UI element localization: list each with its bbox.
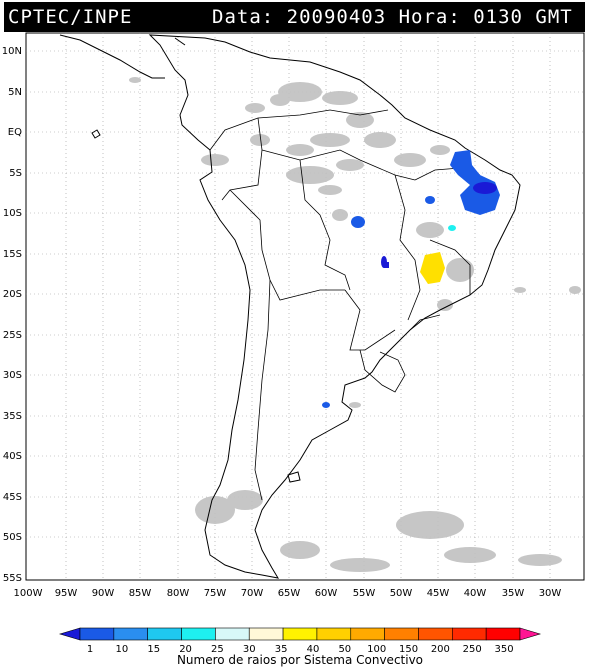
system-ne-brazil: [450, 150, 500, 215]
colorbar-segment: [350, 627, 385, 641]
system-ne-brazil-core: [473, 182, 497, 194]
lon-label: 80W: [167, 588, 190, 599]
lat-label: 25S: [3, 330, 22, 341]
colorbar-segment: [485, 627, 521, 641]
colorbar-label: 10: [115, 644, 128, 655]
lat-label: 5N: [8, 87, 22, 98]
colorbar-label: 25: [211, 644, 224, 655]
colorbar-segment: [58, 627, 81, 641]
colorbar-label: 15: [147, 644, 160, 655]
colorbar-segment: [418, 627, 453, 641]
convective-systems: [322, 150, 500, 408]
system-central-brazil: [420, 252, 445, 284]
lat-label: 45S: [3, 492, 22, 503]
lon-label: 45W: [427, 588, 450, 599]
colorbar-label: 30: [243, 644, 256, 655]
grid-lines: [26, 33, 584, 580]
lat-label: 10S: [3, 208, 22, 219]
map-frame: [25, 32, 585, 581]
lat-label: 40S: [3, 451, 22, 462]
lon-label: 70W: [241, 588, 264, 599]
lon-label: 30W: [539, 588, 562, 599]
lon-label: 40W: [464, 588, 487, 599]
system-bahia: [448, 225, 456, 231]
system-argentina: [322, 402, 330, 408]
lat-label: 30S: [3, 370, 22, 381]
lat-label: 55S: [3, 573, 22, 584]
colorbar-segment: [215, 627, 250, 641]
legend-labels: 1 10 15 20 25 30 35 40 50 100 150 200 250 350: [87, 644, 514, 655]
lat-label: 15S: [3, 249, 22, 260]
date-time-label: Data: 20090403 Hora: 0130 GMT: [212, 6, 573, 28]
colorbar-segment: [316, 627, 352, 641]
lon-label: 90W: [92, 588, 115, 599]
system-mato-grosso: [351, 216, 365, 228]
colorbar-label: 40: [307, 644, 320, 655]
latitude-labels: 10N 5N EQ 5S 10S 15S 20S 25S 30S 35S 40S 45S 50S 55S: [2, 46, 22, 584]
lon-label: 35W: [502, 588, 525, 599]
lon-label: 100W: [14, 588, 43, 599]
lat-label: 10N: [2, 46, 22, 57]
colorbar-label: 100: [367, 644, 386, 655]
colorbar-label: 350: [495, 644, 514, 655]
lon-label: 65W: [278, 588, 301, 599]
colorbar-segment: [113, 627, 148, 641]
colorbar-label: 35: [275, 644, 288, 655]
colorbar-segment: [181, 627, 216, 641]
lat-label: 35S: [3, 411, 22, 422]
legend-colorbar: [58, 627, 542, 641]
coastlines: [59, 34, 521, 579]
lon-label: 55W: [353, 588, 376, 599]
lat-label: 20S: [3, 289, 22, 300]
colorbar-segment: [384, 627, 419, 641]
colorbar-label: 150: [399, 644, 418, 655]
colorbar-segment: [248, 627, 284, 641]
header-bar: CPTEC/INPE Data: 20090403 Hora: 0130 GMT: [4, 2, 585, 32]
lon-label: 75W: [204, 588, 227, 599]
lat-label: 50S: [3, 532, 22, 543]
lat-label: EQ: [8, 127, 22, 138]
colorbar-segment: [282, 627, 318, 641]
colorbar-segment: [519, 627, 542, 641]
lon-label: 85W: [129, 588, 152, 599]
lon-label: 95W: [55, 588, 78, 599]
colorbar-label: 1: [87, 644, 93, 655]
legend-title: Numero de raios por Sistema Convectivo: [176, 653, 424, 667]
longitude-labels: 100W 95W 90W 85W 80W 75W 70W 65W 60W 55W 50W 45W 40W…: [14, 588, 562, 599]
source-label: CPTEC/INPE: [8, 6, 133, 28]
colorbar-segment: [452, 627, 487, 641]
colorbar-segment: [79, 627, 115, 641]
colorbar-label: 200: [431, 644, 450, 655]
system-small: [384, 262, 389, 268]
colorbar-segment: [147, 627, 182, 641]
colorbar-label: 250: [463, 644, 482, 655]
colorbar-label: 20: [179, 644, 192, 655]
lat-label: 5S: [9, 168, 22, 179]
cloud-cover: [129, 77, 581, 572]
lon-label: 50W: [390, 588, 413, 599]
lon-label: 60W: [315, 588, 338, 599]
system-maranhao: [425, 196, 435, 204]
colorbar-label: 50: [338, 644, 351, 655]
